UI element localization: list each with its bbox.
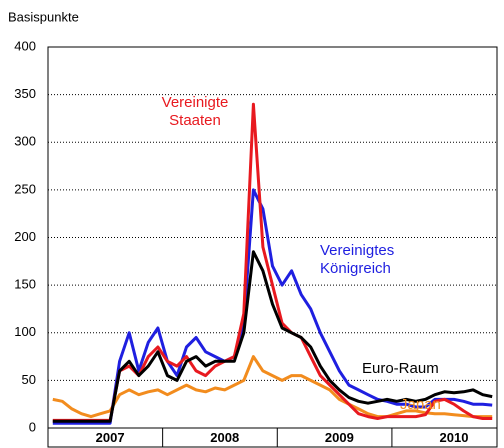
y-tick-label: 200 [14, 229, 36, 244]
x-tick-label: 2010 [440, 430, 469, 445]
x-tick-label: 2008 [210, 430, 239, 445]
y-tick-label: 400 [14, 38, 36, 53]
series-label: Japan [400, 396, 441, 413]
x-tick-label: 2007 [96, 430, 125, 445]
x-tick-label: 2009 [325, 430, 354, 445]
series-line [52, 250, 493, 423]
y-tick-label: 300 [14, 134, 36, 149]
y-tick-label: 0 [29, 419, 36, 434]
y-tick-label: 150 [14, 277, 36, 292]
y-tick-label: 250 [14, 181, 36, 196]
y-axis-label: Basispunkte [8, 9, 79, 24]
series-label: Vereinigte Staaten [161, 94, 229, 129]
series-label: Euro-Raum [362, 360, 439, 377]
series-line [52, 102, 493, 422]
series-line [52, 188, 493, 425]
y-tick-label: 100 [14, 324, 36, 339]
y-tick-label: 350 [14, 86, 36, 101]
series-label: Vereinigtes Königreich [320, 242, 395, 277]
x-axis-band [47, 427, 498, 448]
y-tick-label: 50 [22, 372, 36, 387]
series-line [52, 355, 493, 419]
